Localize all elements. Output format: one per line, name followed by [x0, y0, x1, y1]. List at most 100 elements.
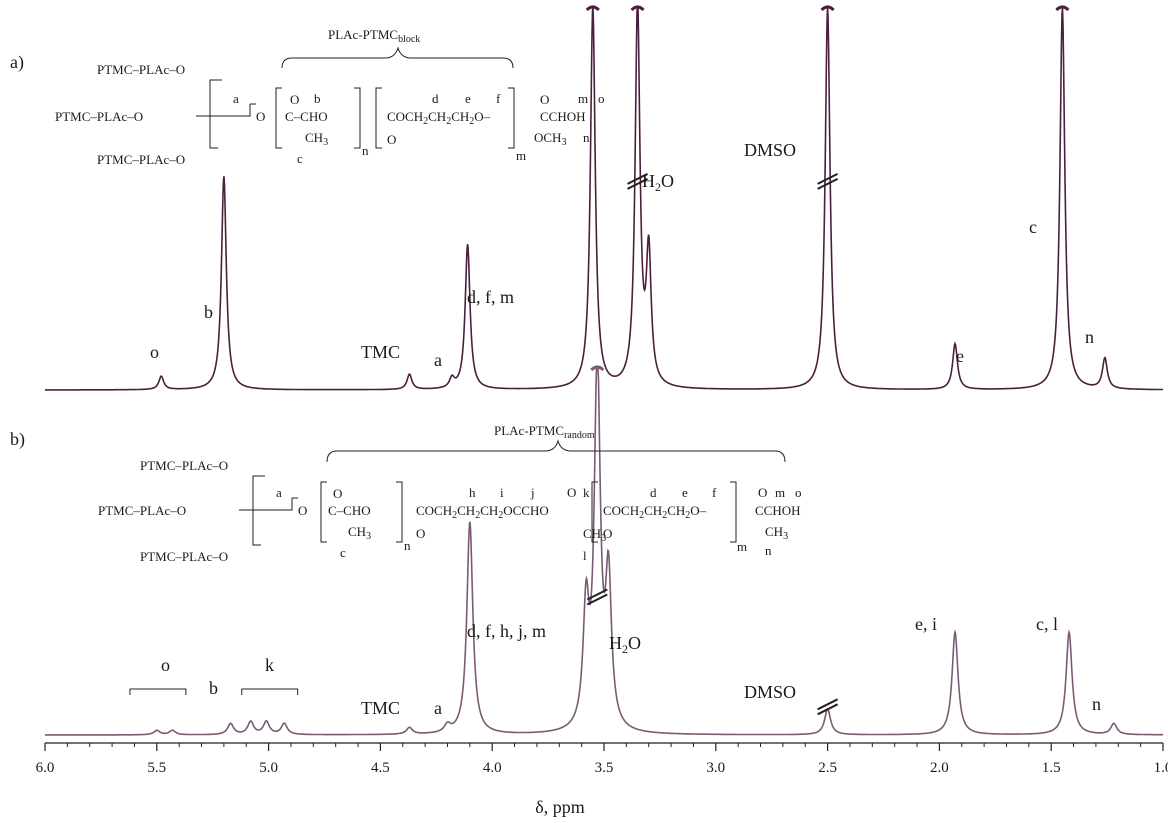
letter-f-b: f	[712, 485, 717, 500]
end-och3: OCH3	[534, 130, 566, 148]
letter-e: e	[465, 91, 471, 106]
end-group-b: CCHOH	[755, 503, 801, 518]
peak-label-a-b: b	[204, 302, 213, 322]
peak-label-a-n: n	[1085, 327, 1094, 347]
peak-label-a-tmc: TMC	[361, 342, 400, 362]
end-group: CCHOH	[540, 109, 586, 124]
bracket-n-open-b	[320, 481, 327, 543]
end-o-b: O	[758, 485, 767, 500]
peak-label-a-e: e	[956, 346, 964, 366]
bracket-m-close-b	[730, 481, 737, 543]
panel-label-a: a)	[10, 52, 24, 73]
break-mark-b-1	[817, 698, 839, 716]
x-tick-label-2: 5.0	[259, 760, 278, 776]
carbonate-chain: COCH2CH2CH2O–	[387, 109, 491, 127]
panel-label-b: b)	[10, 429, 25, 450]
x-axis: 6.0 5.5 5.0 4.5 4.0 3.5 3.0 2.5 2.0 1.5 1.0	[36, 742, 1168, 776]
x-axis-title: δ, ppm	[535, 797, 584, 817]
carbonyl-o-b: O	[290, 92, 299, 107]
bracket-n-close-b	[396, 481, 403, 543]
structure-block: PLAc-PTMCblock PTMC–PLAc–O PTMC–PLAc–O P…	[55, 27, 605, 167]
peak-label-b-h2o: H2O	[609, 633, 641, 656]
letter-a-b: a	[276, 485, 282, 500]
letter-e-b: e	[682, 485, 688, 500]
x-tick-label-1: 5.5	[147, 760, 166, 776]
sub-n: n	[362, 143, 369, 158]
sub-n2-b: n	[765, 543, 772, 558]
peak-label-b-ei: e, i	[915, 614, 937, 634]
arm-top: PTMC–PLAc–O	[97, 62, 185, 77]
tmc-lactyl-chain: COCH2CH2CH2OCCHO	[416, 503, 549, 521]
peak-label-a-a: a	[434, 350, 442, 370]
letter-o-b: o	[795, 485, 802, 500]
peak-label-b-cl: c, l	[1036, 614, 1058, 634]
letter-c-b: c	[340, 545, 346, 560]
letter-m: m	[578, 91, 588, 106]
peak-label-b-dfhjm: d, f, h, j, m	[467, 621, 546, 641]
carbonyl-o-b2: O	[333, 486, 342, 501]
arm-mid: PTMC–PLAc–O	[55, 109, 143, 124]
x-tick-label-8: 2.0	[930, 760, 949, 776]
brace-random	[326, 439, 786, 463]
peak-label-b-o: o	[161, 655, 170, 675]
peak-label-b-k: k	[265, 655, 274, 675]
break-mark-a-2	[817, 173, 839, 190]
x-tick-label-0: 6.0	[36, 760, 55, 776]
peak-cap-b-10	[590, 365, 605, 372]
bracket-m-open-b	[591, 481, 598, 543]
lactyl-ch3: CH3	[305, 130, 328, 148]
polymer-label-block: PLAc-PTMCblock	[328, 27, 420, 45]
letter-f: f	[496, 91, 501, 106]
carbonate-chain-b: COCH2CH2CH2O–	[603, 503, 707, 521]
break-mark-b-0	[586, 588, 608, 606]
letter-a: a	[233, 91, 239, 106]
ether-o-b: O	[298, 503, 307, 518]
break-mark-a-1	[627, 173, 648, 190]
peak-label-b-a: a	[434, 698, 442, 718]
letter-m-b: m	[775, 485, 785, 500]
peak-label-b-tmc: TMC	[361, 698, 400, 718]
carbonyl-o-k: O	[567, 485, 576, 500]
letter-j: j	[530, 485, 535, 500]
letter-b: b	[314, 91, 321, 106]
letter-k: k	[583, 485, 590, 500]
bracket-k-1	[241, 688, 299, 695]
peak-cap-a-8	[820, 5, 835, 12]
arm-bottom: PTMC–PLAc–O	[97, 152, 185, 167]
letter-d-b: d	[650, 485, 657, 500]
letter-d: d	[432, 91, 439, 106]
peak-label-a-o: o	[150, 342, 159, 362]
peak-label-b-b: b	[209, 678, 218, 698]
peak-label-b-n: n	[1092, 694, 1101, 714]
bracket-o-0	[129, 688, 187, 695]
core-bonds	[196, 79, 256, 149]
carbonate-o: O	[387, 132, 396, 147]
peak-cap-a-10	[1055, 5, 1070, 12]
peak-cap-a-5	[585, 5, 600, 12]
spectra-layer	[45, 5, 1163, 736]
lactyl-unit-b: C–CHO	[328, 503, 371, 518]
carbonate-o-b2: O	[603, 526, 612, 541]
carbonate-o-b: O	[416, 526, 425, 541]
x-tick-label-7: 2.5	[818, 760, 837, 776]
end-o: O	[540, 92, 549, 107]
bracket-m-close	[508, 87, 515, 149]
letter-h: h	[469, 485, 476, 500]
structure-random: PLAc-PTMCrandom PTMC–PLAc–O PTMC–PLAc–O …	[98, 423, 802, 564]
arm-bottom-b: PTMC–PLAc–O	[140, 549, 228, 564]
lactyl-unit: C–CHO	[285, 109, 328, 124]
peak-cap-a-6	[630, 5, 645, 12]
peak-label-a-dfm: d, f, m	[467, 287, 514, 307]
sub-n-b: n	[404, 538, 411, 553]
spectrum-line-a	[45, 7, 1163, 391]
bracket-m-open	[375, 87, 382, 149]
lactyl-ch3-b: CH3	[348, 524, 371, 542]
end-ch3-b: CH3	[765, 524, 788, 542]
x-tick-label-9: 1.5	[1042, 760, 1061, 776]
peak-label-a-dmso: DMSO	[744, 140, 796, 160]
sub-m: m	[516, 148, 526, 163]
brace-block	[281, 46, 514, 69]
x-tick-label-6: 3.0	[706, 760, 725, 776]
bracket-n-open	[275, 87, 282, 149]
